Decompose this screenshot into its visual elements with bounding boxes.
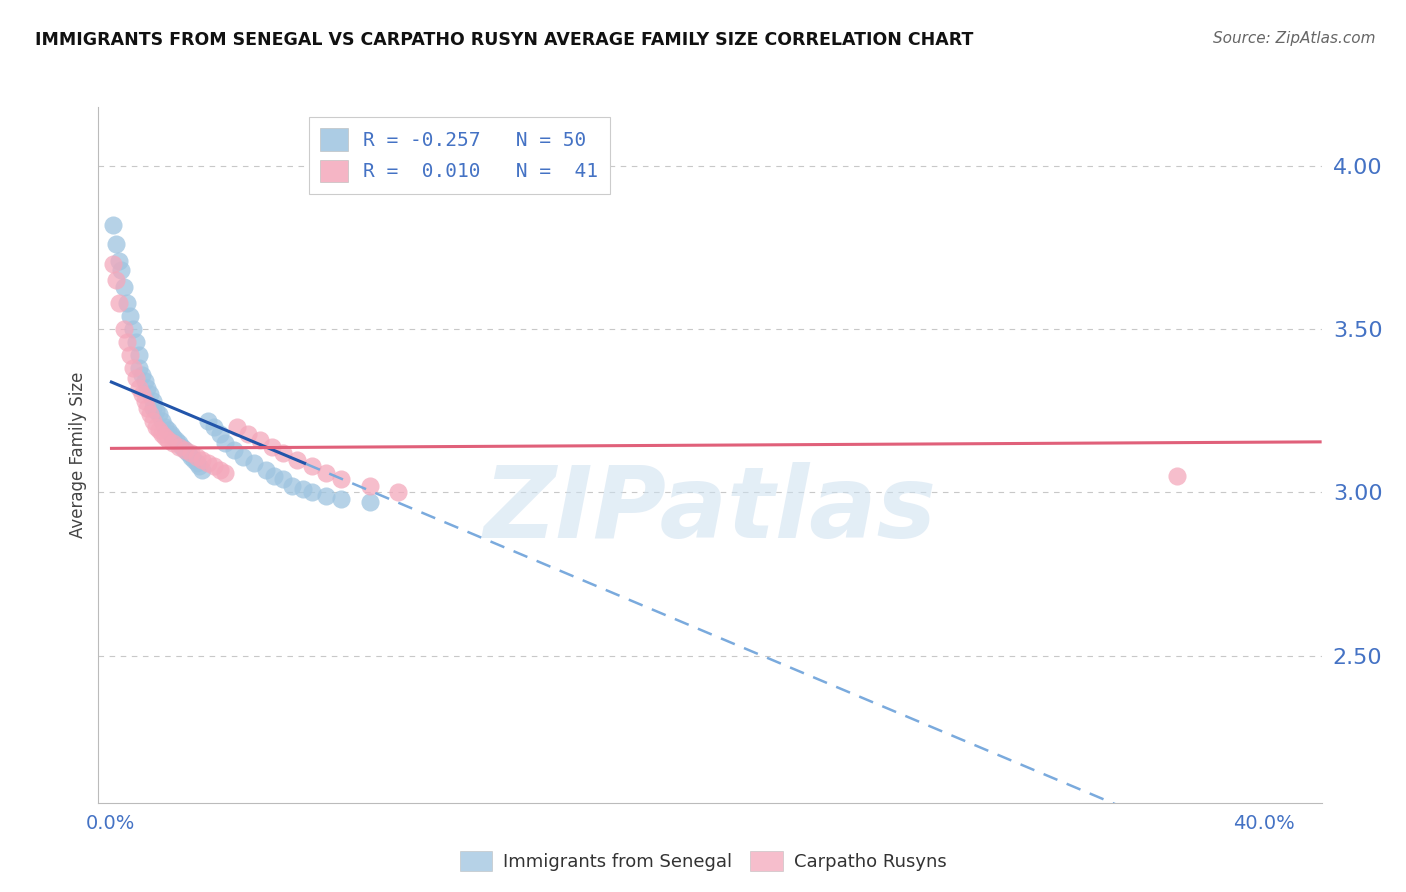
Point <box>202 420 225 434</box>
Point <box>145 420 167 434</box>
Point <box>148 424 170 438</box>
Point <box>271 472 294 486</box>
Point <box>238 426 260 441</box>
Point <box>1166 469 1188 483</box>
Point <box>162 430 184 444</box>
Point <box>128 348 150 362</box>
Point <box>208 462 231 476</box>
Point <box>329 472 352 486</box>
Text: Source: ZipAtlas.com: Source: ZipAtlas.com <box>1212 31 1375 46</box>
Point <box>131 387 153 401</box>
Point <box>117 296 139 310</box>
Point <box>136 381 159 395</box>
Point <box>112 322 135 336</box>
Point <box>112 279 135 293</box>
Point <box>128 361 150 376</box>
Point <box>120 309 142 323</box>
Point <box>180 446 202 460</box>
Point <box>167 436 190 450</box>
Text: IMMIGRANTS FROM SENEGAL VS CARPATHO RUSYN AVERAGE FAMILY SIZE CORRELATION CHART: IMMIGRANTS FROM SENEGAL VS CARPATHO RUSY… <box>35 31 973 49</box>
Point <box>156 434 179 448</box>
Legend: R = -0.257   N = 50, R =  0.010   N =  41: R = -0.257 N = 50, R = 0.010 N = 41 <box>309 117 610 194</box>
Point <box>180 450 202 464</box>
Point <box>101 257 124 271</box>
Point <box>186 450 208 464</box>
Text: ZIPatlas: ZIPatlas <box>484 462 936 559</box>
Point <box>134 375 156 389</box>
Point <box>125 371 148 385</box>
Legend: Immigrants from Senegal, Carpatho Rusyns: Immigrants from Senegal, Carpatho Rusyns <box>453 844 953 879</box>
Point <box>117 335 139 350</box>
Point <box>172 440 194 454</box>
Point <box>122 361 145 376</box>
Point <box>142 394 165 409</box>
Point <box>139 407 162 421</box>
Point <box>254 462 277 476</box>
Point <box>174 443 197 458</box>
Point <box>249 434 271 448</box>
Point <box>197 414 219 428</box>
Point <box>188 459 211 474</box>
Point <box>159 426 181 441</box>
Point <box>139 387 162 401</box>
Point <box>104 273 127 287</box>
Point <box>150 426 173 441</box>
Point <box>260 440 283 454</box>
Point <box>167 440 190 454</box>
Point <box>301 485 323 500</box>
Point <box>202 459 225 474</box>
Point <box>387 485 409 500</box>
Point <box>191 452 214 467</box>
Point <box>214 466 236 480</box>
Point <box>186 456 208 470</box>
Point <box>280 479 302 493</box>
Point <box>142 401 165 415</box>
Point <box>148 407 170 421</box>
Point <box>315 466 337 480</box>
Point <box>142 414 165 428</box>
Point <box>222 443 245 458</box>
Point <box>225 420 247 434</box>
Y-axis label: Average Family Size: Average Family Size <box>69 372 87 538</box>
Point <box>287 452 309 467</box>
Point <box>183 452 205 467</box>
Point <box>150 414 173 428</box>
Point <box>243 456 266 470</box>
Point <box>107 253 129 268</box>
Point <box>191 462 214 476</box>
Point <box>174 443 197 458</box>
Point <box>315 489 337 503</box>
Point <box>153 420 176 434</box>
Point <box>156 424 179 438</box>
Point <box>136 401 159 415</box>
Point <box>104 237 127 252</box>
Point <box>162 436 184 450</box>
Point <box>101 218 124 232</box>
Point <box>263 469 285 483</box>
Point <box>208 426 231 441</box>
Point <box>128 381 150 395</box>
Point <box>359 495 381 509</box>
Point <box>110 263 132 277</box>
Point <box>197 456 219 470</box>
Point <box>165 434 187 448</box>
Point <box>271 446 294 460</box>
Point <box>292 482 315 496</box>
Point <box>301 459 323 474</box>
Point <box>107 296 129 310</box>
Point <box>131 368 153 382</box>
Point <box>232 450 254 464</box>
Point <box>125 335 148 350</box>
Point <box>145 404 167 418</box>
Point <box>134 394 156 409</box>
Point <box>359 479 381 493</box>
Point <box>329 491 352 506</box>
Point <box>122 322 145 336</box>
Point <box>153 430 176 444</box>
Point <box>214 436 236 450</box>
Point <box>120 348 142 362</box>
Point <box>177 446 200 460</box>
